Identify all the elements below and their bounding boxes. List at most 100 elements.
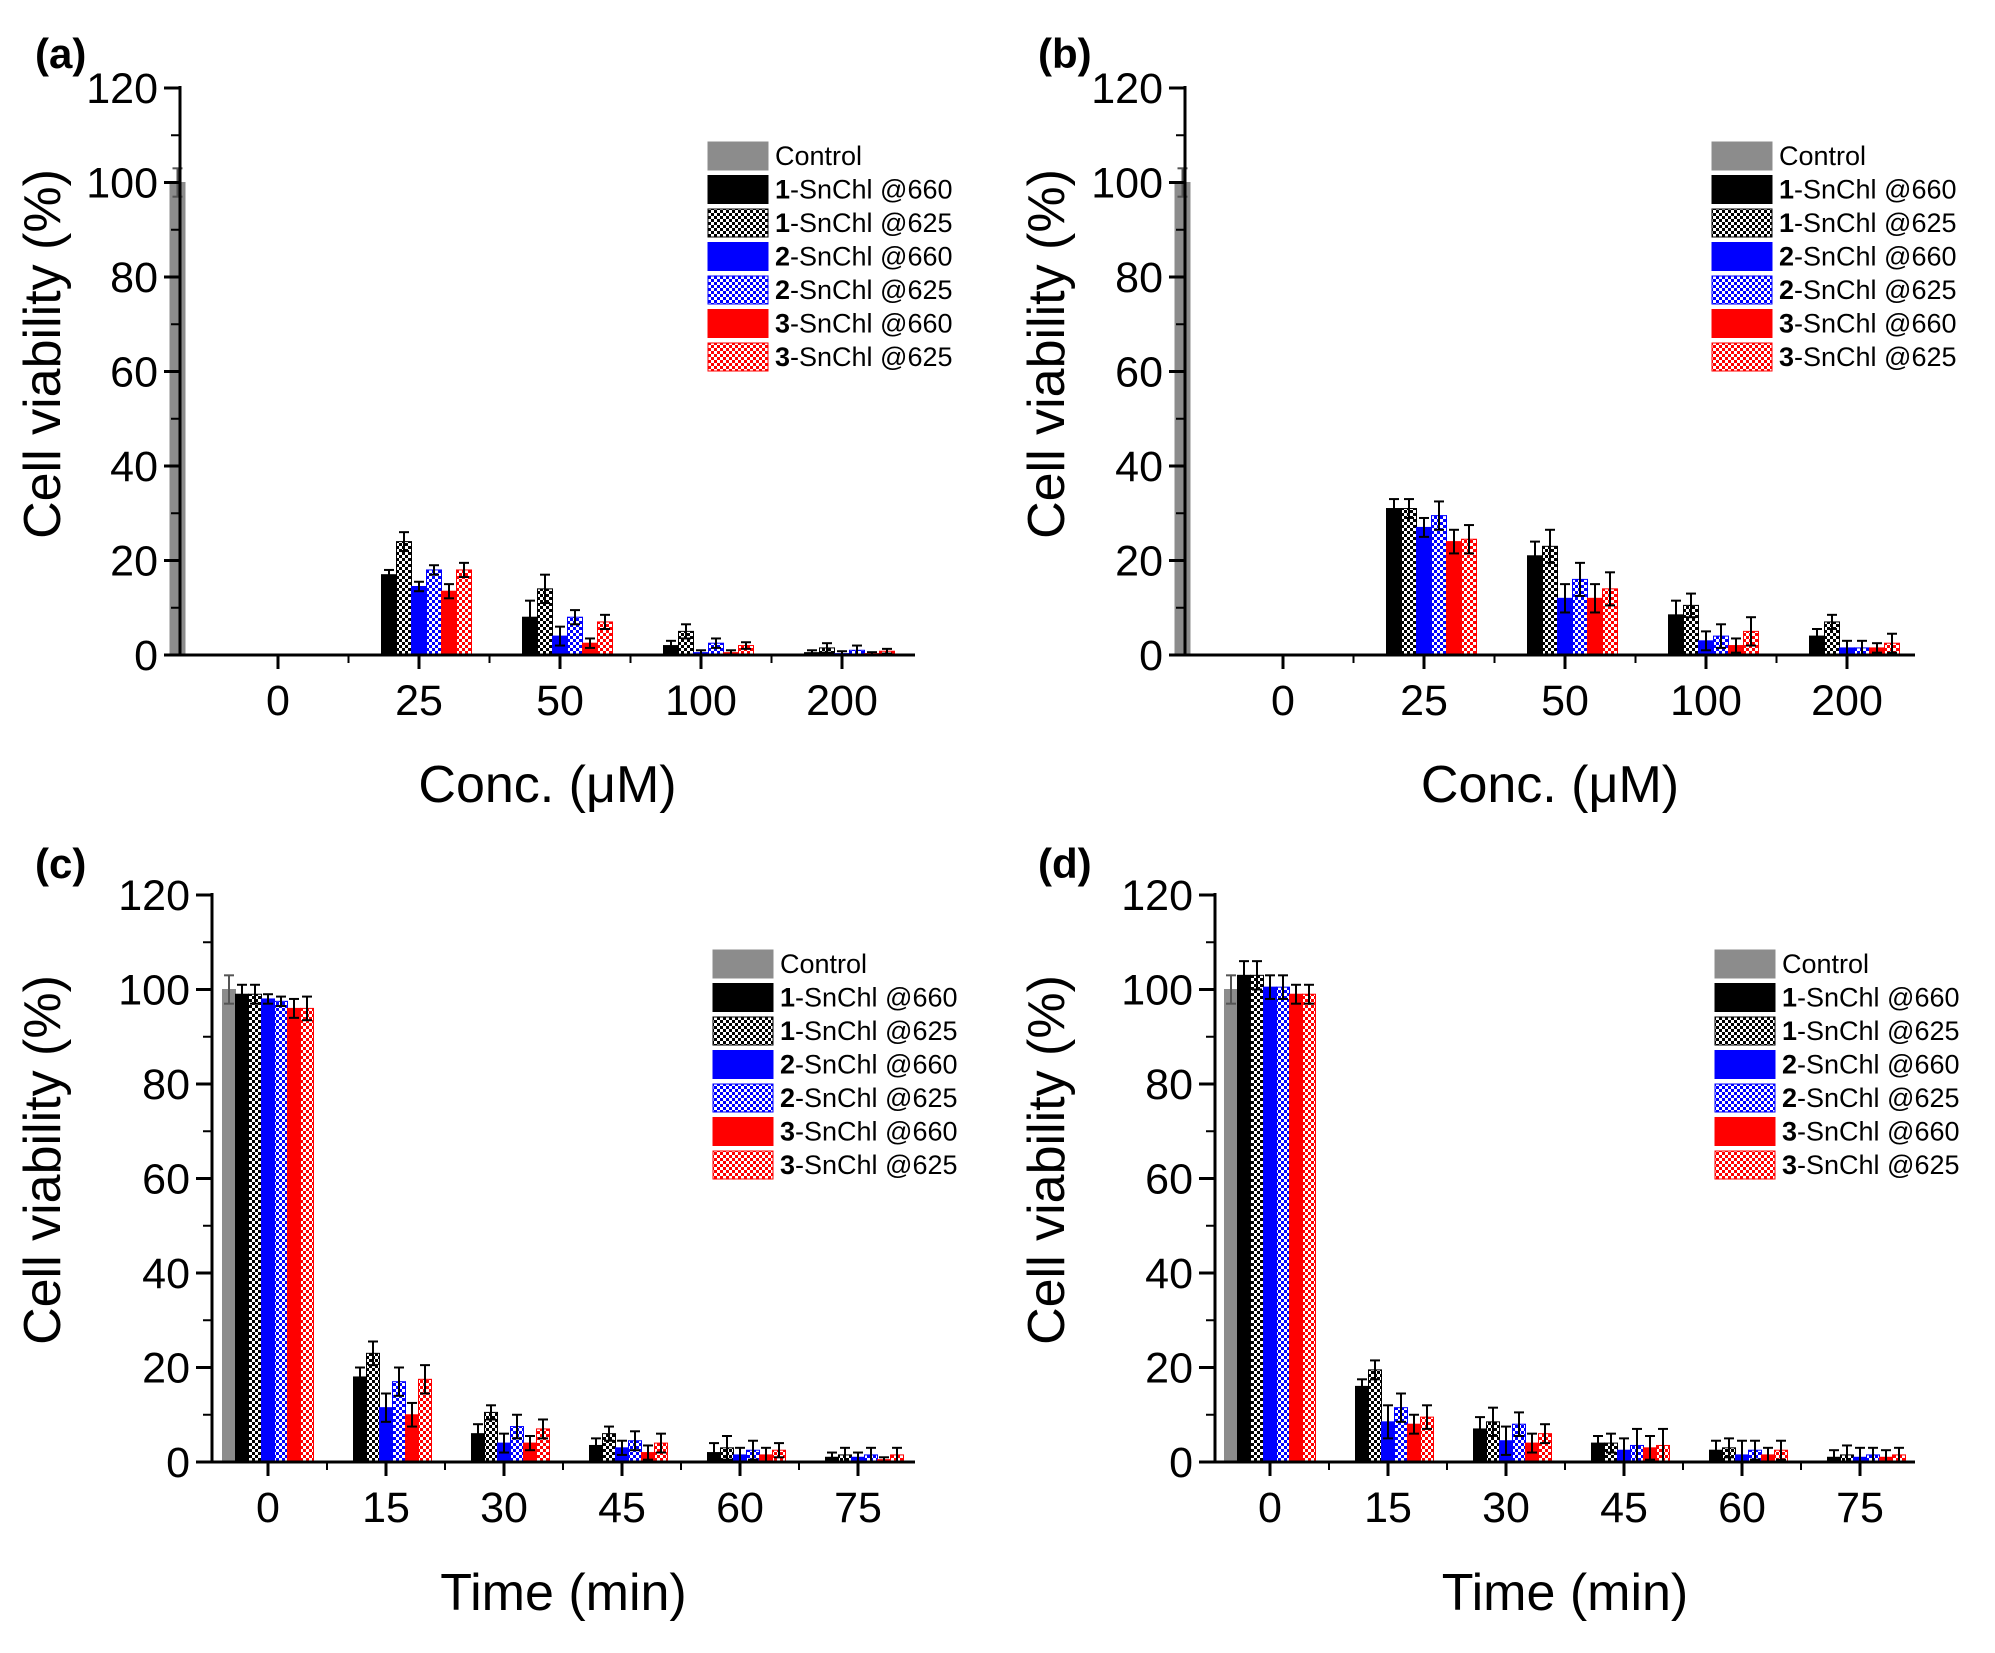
bar-d-0-3-SnChl-660 bbox=[1289, 993, 1303, 1463]
error-bar bbox=[1291, 983, 1301, 1005]
bar-a-25-2-SnChl-660 bbox=[411, 585, 427, 656]
error-bar bbox=[630, 1430, 640, 1452]
legend-label: 1-SnChl @660 bbox=[1779, 175, 1957, 205]
error-bar bbox=[1545, 528, 1555, 564]
bar-c-0-2-SnChl-660 bbox=[261, 998, 275, 1463]
y-tick-label: 80 bbox=[1145, 1061, 1193, 1109]
legend-text: Control bbox=[1779, 141, 1866, 171]
legend-swatch bbox=[707, 275, 769, 305]
legend-number: 1 bbox=[775, 175, 790, 205]
error-bar bbox=[1226, 974, 1236, 1005]
error-bar bbox=[748, 1439, 758, 1461]
x-tick-label: 15 bbox=[362, 1484, 410, 1532]
error-bar bbox=[355, 1366, 365, 1388]
legend-label: 2-SnChl @625 bbox=[780, 1083, 958, 1113]
y-tick-label: 40 bbox=[142, 1250, 190, 1298]
error-bar bbox=[1593, 1435, 1603, 1452]
x-tick-label: 75 bbox=[1836, 1484, 1884, 1532]
legend-label: 2-SnChl @660 bbox=[1782, 1050, 1960, 1080]
x-axis-title: Time (min) bbox=[440, 1564, 687, 1622]
bar-a-25-3-SnChl-625 bbox=[456, 569, 472, 656]
x-tick-label: 0 bbox=[1271, 677, 1295, 725]
legend-number: 3 bbox=[780, 1117, 795, 1147]
x-tick-label: 0 bbox=[256, 1484, 280, 1532]
x-tick-label: 200 bbox=[1811, 677, 1883, 725]
legend-text: -SnChl @625 bbox=[1797, 1150, 1960, 1180]
bar-b-25-3-SnChl-660 bbox=[1446, 541, 1462, 656]
error-bar bbox=[1686, 592, 1696, 619]
legend-swatch bbox=[707, 141, 769, 171]
error-bar bbox=[822, 642, 832, 654]
error-bar bbox=[420, 1364, 430, 1395]
error-bar bbox=[414, 580, 424, 593]
legend-swatch bbox=[712, 1117, 774, 1146]
chart-panel-c: 0 20 40 60 80 100 120 0 15 30 45 60 75 Time (min) Cell… bbox=[14, 840, 958, 1622]
error-bar bbox=[722, 1435, 732, 1461]
error-bar bbox=[1575, 561, 1585, 597]
error-bar bbox=[1671, 599, 1681, 631]
x-tick-label: 30 bbox=[480, 1484, 528, 1532]
legend-number: 1 bbox=[1779, 175, 1794, 205]
legend-label: 1-SnChl @660 bbox=[1782, 983, 1960, 1013]
legend-text: Control bbox=[775, 141, 862, 171]
legend-number: 2 bbox=[1779, 275, 1794, 305]
bar-d-0-3-SnChl-625 bbox=[1302, 993, 1316, 1463]
legend-label: 2-SnChl @660 bbox=[780, 1050, 958, 1080]
y-tick-label: 100 bbox=[1121, 967, 1193, 1015]
legend-swatch bbox=[707, 175, 769, 204]
x-tick-label: 0 bbox=[1258, 1484, 1282, 1532]
error-bar bbox=[1724, 1437, 1734, 1459]
x-tick-label: 45 bbox=[598, 1484, 646, 1532]
error-bar bbox=[1716, 623, 1726, 649]
legend-swatch bbox=[707, 309, 769, 338]
legend-number: 1 bbox=[1782, 983, 1797, 1013]
y-tick-label: 0 bbox=[166, 1439, 190, 1487]
error-bar bbox=[538, 1418, 548, 1440]
legend-number: 1 bbox=[775, 208, 790, 238]
legend-number: 2 bbox=[780, 1083, 795, 1113]
error-bar bbox=[263, 993, 273, 1005]
error-bar bbox=[1812, 628, 1822, 645]
bar-a-25-2-SnChl-625 bbox=[426, 569, 442, 656]
error-bar bbox=[741, 641, 751, 650]
error-bar bbox=[381, 1392, 391, 1423]
y-tick-label: 60 bbox=[142, 1156, 190, 1204]
error-bar bbox=[1409, 1413, 1419, 1435]
error-bar bbox=[540, 573, 550, 605]
legend-swatch bbox=[707, 208, 769, 238]
legend-text: -SnChl @660 bbox=[790, 175, 953, 205]
bar-c-0-1-SnChl-660 bbox=[235, 993, 249, 1463]
x-tick-label: 60 bbox=[716, 1484, 764, 1532]
x-tick-label: 60 bbox=[1718, 1484, 1766, 1532]
x-tick-label: 50 bbox=[1541, 677, 1589, 725]
error-bar bbox=[525, 1435, 535, 1452]
legend-text: -SnChl @625 bbox=[795, 1083, 958, 1113]
error-bar bbox=[289, 997, 299, 1019]
error-bar bbox=[1560, 583, 1570, 614]
error-bar bbox=[407, 1401, 417, 1428]
y-tick-label: 120 bbox=[1121, 872, 1193, 920]
error-bar bbox=[1514, 1411, 1524, 1438]
x-tick-label: 100 bbox=[665, 677, 737, 725]
legend-text: -SnChl @625 bbox=[790, 342, 953, 372]
y-tick-label: 60 bbox=[110, 349, 158, 397]
error-bar bbox=[512, 1413, 522, 1440]
error-bar bbox=[394, 1366, 404, 1397]
error-bar bbox=[1239, 960, 1249, 991]
panel-letter: (c) bbox=[35, 840, 86, 887]
y-axis-title: Cell viability (%) bbox=[1018, 169, 1076, 539]
legend-swatch bbox=[1714, 1150, 1776, 1180]
bar-b-25-1-SnChl-660 bbox=[1386, 508, 1402, 656]
error-bar bbox=[643, 1444, 653, 1461]
bar-d-0-2-SnChl-660 bbox=[1263, 986, 1277, 1463]
error-bar bbox=[237, 983, 247, 1005]
error-bar bbox=[1357, 1378, 1367, 1395]
x-tick-label: 45 bbox=[1600, 1484, 1648, 1532]
legend-label: 1-SnChl @625 bbox=[1779, 208, 1957, 238]
legend-text: -SnChl @660 bbox=[795, 1050, 958, 1080]
legend-swatch bbox=[1714, 949, 1776, 979]
legend-swatch bbox=[1711, 208, 1773, 238]
legend-text: -SnChl @625 bbox=[795, 1016, 958, 1046]
y-tick-label: 20 bbox=[110, 538, 158, 586]
